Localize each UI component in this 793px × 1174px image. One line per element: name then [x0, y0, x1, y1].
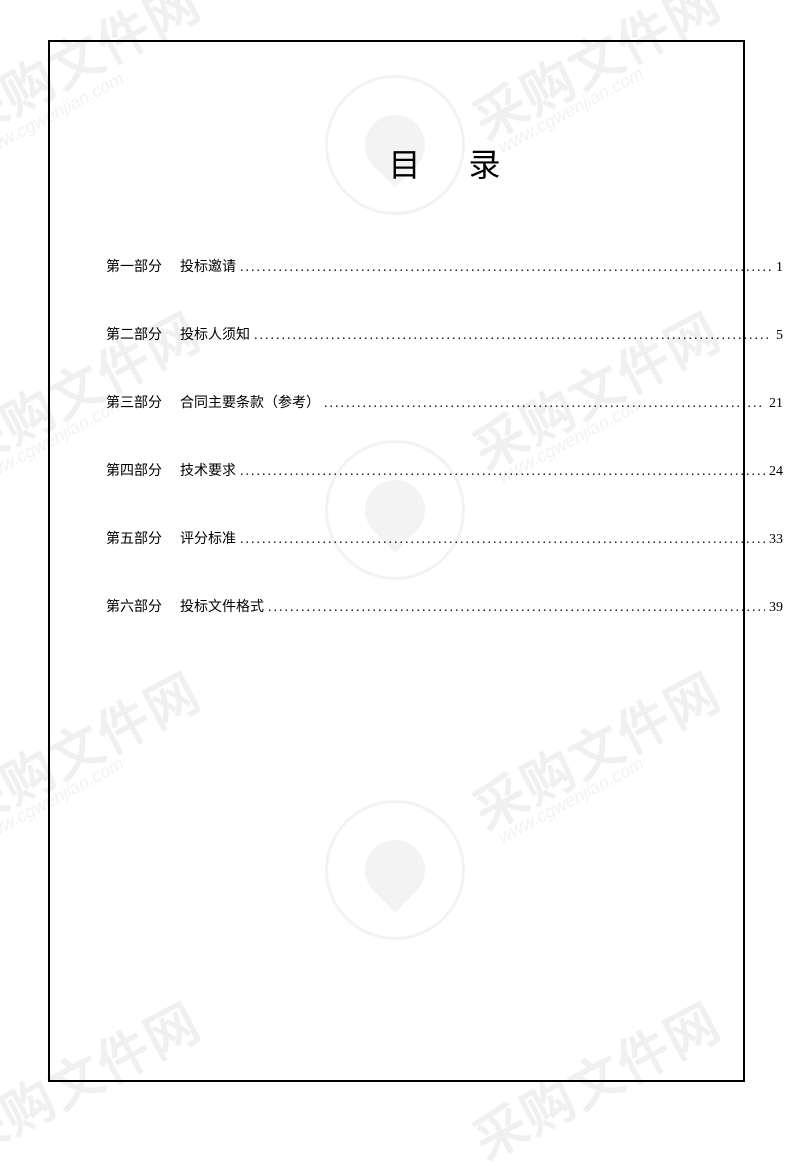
toc-page-number: 39	[769, 600, 783, 616]
toc-page-number: 21	[769, 396, 783, 412]
page-title: 目录	[106, 140, 783, 186]
toc-part-label: 第二部分	[106, 324, 162, 344]
toc-dots: ........................................…	[240, 464, 765, 480]
toc-part-label: 第一部分	[106, 256, 162, 276]
toc-dots: ........................................…	[268, 600, 765, 616]
toc-page-number: 24	[769, 464, 783, 480]
toc-dots: ........................................…	[254, 328, 772, 344]
toc-part-label: 第三部分	[106, 392, 162, 412]
toc-item: 第一部分 投标邀请 ..............................…	[106, 256, 783, 276]
toc-section-label: 评分标准	[180, 528, 236, 548]
toc-section-label: 投标文件格式	[180, 596, 264, 616]
toc-section-label: 投标邀请	[180, 256, 236, 276]
toc-item: 第四部分 技术要求 ..............................…	[106, 460, 783, 480]
toc-item: 第二部分 投标人须知 .............................…	[106, 324, 783, 344]
toc-dots: ........................................…	[240, 532, 765, 548]
toc-page-number: 5	[776, 328, 783, 344]
toc-section-label: 合同主要条款（参考）	[180, 392, 320, 412]
toc-item: 第五部分 评分标准 ..............................…	[106, 528, 783, 548]
toc-section-label: 投标人须知	[180, 324, 250, 344]
toc-dots: ........................................…	[324, 396, 765, 412]
toc-section-label: 技术要求	[180, 460, 236, 480]
toc-item: 第六部分 投标文件格式 ............................…	[106, 596, 783, 616]
toc-dots: ........................................…	[240, 260, 772, 276]
toc-item: 第三部分 合同主要条款（参考） ........................…	[106, 392, 783, 412]
toc-part-label: 第六部分	[106, 596, 162, 616]
toc-page-number: 33	[769, 532, 783, 548]
toc-page-number: 1	[776, 260, 783, 276]
toc-list: 第一部分 投标邀请 ..............................…	[106, 256, 783, 616]
toc-part-label: 第四部分	[106, 460, 162, 480]
toc-part-label: 第五部分	[106, 528, 162, 548]
